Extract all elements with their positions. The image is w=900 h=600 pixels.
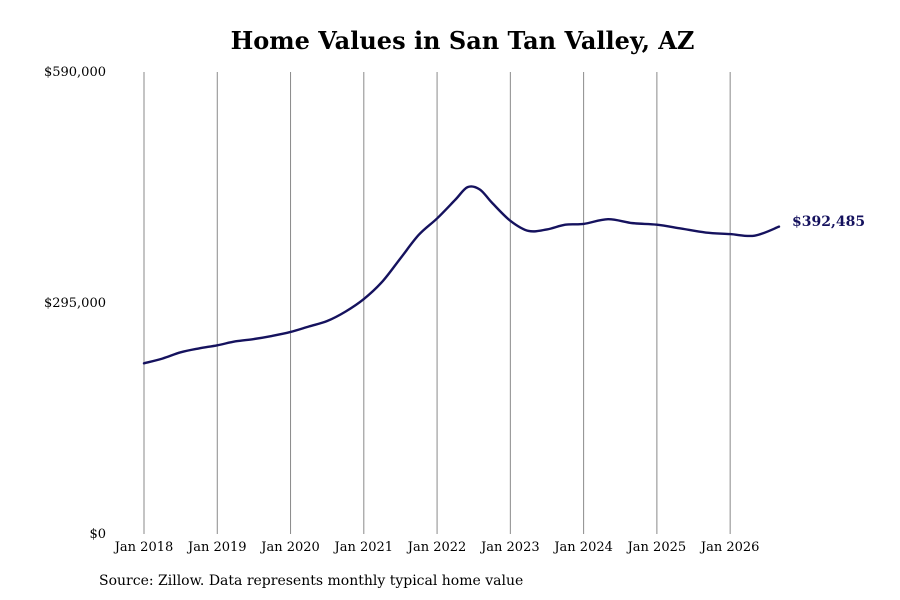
x-axis-tick-labels: Jan 2018 Jan 2019 Jan 2020 Jan 2021 Jan 2022… <box>113 540 760 555</box>
series-line <box>142 185 781 365</box>
series-layer <box>142 185 781 365</box>
chart-title: Home Values in San Tan Valley, AZ <box>230 26 695 55</box>
end-value-label-layer: $392,485 <box>792 214 865 230</box>
y-tick-label: $590,000 <box>44 65 106 80</box>
vertical-gridlines <box>143 72 731 534</box>
y-tick-label: $295,000 <box>44 296 106 311</box>
end-value-label: $392,485 <box>792 214 865 230</box>
x-tick-label: Jan 2018 <box>113 540 174 555</box>
x-tick-label: Jan 2024 <box>552 540 613 555</box>
x-tick-label: Jan 2023 <box>479 540 540 555</box>
x-tick-label: Jan 2026 <box>699 540 760 555</box>
y-axis-tick-labels: $0 $295,000 $590,000 <box>44 65 106 542</box>
x-tick-label: Jan 2022 <box>406 540 467 555</box>
source-note: Source: Zillow. Data represents monthly … <box>99 573 524 589</box>
x-tick-label: Jan 2025 <box>626 540 687 555</box>
y-tick-label: $0 <box>89 527 106 542</box>
x-tick-label: Jan 2021 <box>333 540 394 555</box>
x-tick-label: Jan 2019 <box>186 540 247 555</box>
x-tick-label: Jan 2020 <box>259 540 320 555</box>
